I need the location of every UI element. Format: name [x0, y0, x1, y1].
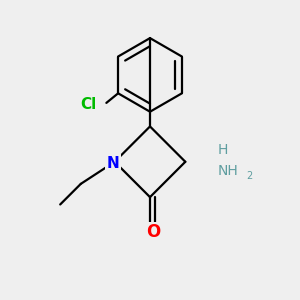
Text: Cl: Cl	[80, 97, 96, 112]
Text: N: N	[107, 156, 120, 171]
Text: H: H	[218, 143, 228, 157]
Text: NH: NH	[218, 164, 238, 178]
Text: O: O	[146, 224, 160, 242]
Text: 2: 2	[247, 171, 253, 181]
